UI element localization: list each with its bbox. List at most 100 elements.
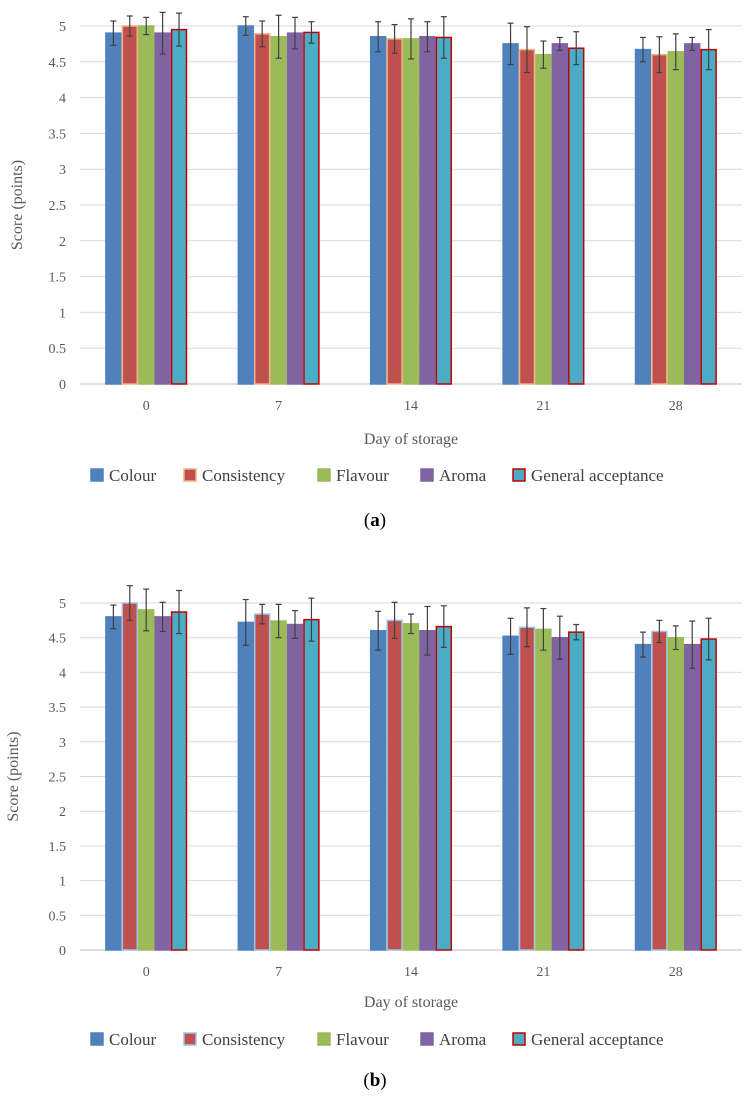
legend-label: Colour [109, 466, 157, 485]
bar-general-acceptance [170, 611, 188, 951]
bar-flavour [535, 53, 552, 385]
legend-label: Aroma [439, 466, 487, 485]
legend-label: Flavour [336, 466, 389, 485]
y-axis-title: Score (points) [9, 160, 26, 250]
bar-consistency [651, 630, 668, 951]
y-tick-label: 3.5 [49, 127, 67, 142]
y-tick-label: 2.5 [49, 199, 67, 214]
x-tick-label: 14 [404, 399, 418, 414]
y-tick-label: 1 [59, 306, 66, 321]
bar-general-acceptance [568, 47, 585, 385]
bar-general-acceptance [700, 48, 717, 385]
bar-general-acceptance [435, 36, 453, 385]
bar-consistency [121, 25, 138, 385]
bar-consistency [121, 602, 138, 951]
bar-colour [237, 621, 254, 951]
bar-general-acceptance [568, 631, 585, 951]
bar-colour [502, 635, 519, 951]
bar-aroma [551, 43, 569, 385]
bar-consistency [518, 626, 536, 951]
bar-colour [237, 25, 254, 385]
x-tick-label: 7 [275, 399, 282, 414]
y-axis-title: Score (points) [5, 731, 22, 821]
bar-consistency [253, 33, 271, 385]
y-tick-label: 0.5 [49, 909, 67, 924]
y-tick-label: 3.5 [49, 701, 67, 716]
panel-label: (b) [363, 1070, 386, 1091]
bar-flavour [667, 51, 685, 385]
legend-swatch [512, 1032, 526, 1046]
bar-general-acceptance [303, 31, 320, 385]
bar-colour [634, 48, 652, 385]
legend-swatch [317, 1032, 331, 1046]
legend-swatch [420, 468, 434, 482]
x-tick-label: 21 [536, 965, 550, 980]
y-tick-label: 1.5 [49, 271, 67, 286]
y-tick-label: 4 [59, 666, 66, 681]
bar-flavour [402, 623, 420, 951]
y-tick-label: 1 [59, 875, 66, 890]
bar-aroma [286, 623, 304, 951]
legend-label: Flavour [336, 1030, 389, 1049]
bar-colour [369, 630, 387, 951]
bar-flavour [137, 609, 155, 951]
y-tick-label: 2.5 [49, 771, 67, 786]
bar-flavour [402, 38, 420, 385]
legend-swatch [420, 1032, 434, 1046]
y-tick-label: 3 [59, 736, 66, 751]
bar-consistency [386, 38, 403, 385]
bar-consistency [651, 53, 668, 385]
legend-label: Consistency [202, 1030, 286, 1049]
x-tick-label: 21 [536, 399, 550, 414]
x-tick-label: 0 [143, 965, 150, 980]
bar-aroma [684, 43, 701, 385]
y-tick-label: 4.5 [49, 56, 67, 71]
bar-aroma [419, 630, 436, 951]
legend-swatch [183, 468, 197, 482]
legend-label: Colour [109, 1030, 157, 1049]
bar-aroma [419, 35, 436, 385]
legend-label: General acceptance [531, 1030, 664, 1049]
bar-aroma [286, 32, 304, 385]
legend-label: Consistency [202, 466, 286, 485]
y-tick-label: 2 [59, 805, 66, 820]
x-axis-title: Day of storage [364, 431, 458, 448]
bar-aroma [551, 636, 569, 951]
chart-panel-a: 0 0.5 1 1.5 2 2.5 3 3.5 4 4.5 5 Score (points) 0 7 14 2… [9, 11, 742, 531]
x-axis-title: Day of storage [364, 994, 458, 1011]
y-tick-label: 5 [59, 597, 66, 612]
bar-aroma [684, 643, 701, 951]
x-tick-label: 0 [143, 399, 150, 414]
bar-flavour [270, 35, 287, 385]
chart-panel-b: 0 0.5 1 1.5 2 2.5 3 3.5 4 4.5 5 Score (points) 0 7 14 2… [5, 585, 742, 1091]
y-tick-label: 1.5 [49, 840, 67, 855]
legend-label: Aroma [439, 1030, 487, 1049]
x-tick-label: 14 [404, 965, 418, 980]
x-tick-label: 28 [669, 399, 683, 414]
legend-swatch [512, 468, 526, 482]
legend-swatch [317, 468, 331, 482]
bar-colour [369, 35, 387, 385]
bar-consistency [386, 619, 403, 951]
y-tick-label: 4.5 [49, 632, 67, 647]
legend-swatch [183, 1032, 197, 1046]
y-tick-label: 2 [59, 235, 66, 250]
y-tick-label: 0 [59, 944, 66, 959]
bar-colour [105, 616, 122, 951]
bar-aroma [154, 616, 171, 951]
y-tick-label: 4 [59, 92, 66, 107]
x-tick-label: 28 [669, 965, 683, 980]
legend-label: General acceptance [531, 466, 664, 485]
bar-general-acceptance [303, 618, 320, 951]
bar-general-acceptance [435, 625, 453, 951]
bar-general-acceptance [170, 28, 188, 385]
bar-consistency [253, 613, 271, 951]
y-tick-label: 5 [59, 20, 66, 35]
bar-flavour [270, 620, 287, 951]
bar-consistency [518, 48, 536, 385]
y-tick-label: 3 [59, 163, 66, 178]
legend-swatch [90, 468, 104, 482]
bar-colour [502, 43, 519, 385]
bar-general-acceptance [700, 638, 717, 951]
legend-swatch [90, 1032, 104, 1046]
